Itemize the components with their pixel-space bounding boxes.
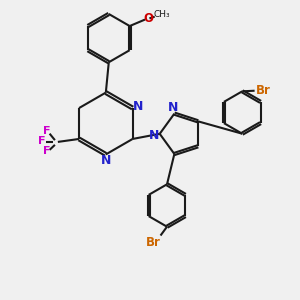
Text: Br: Br <box>255 84 270 97</box>
Text: F: F <box>38 136 45 146</box>
Text: N: N <box>101 154 112 167</box>
Text: F: F <box>43 146 50 156</box>
Text: N: N <box>133 100 143 113</box>
Text: N: N <box>168 101 178 114</box>
Text: CH₃: CH₃ <box>154 10 170 19</box>
Text: Br: Br <box>146 236 160 249</box>
Text: O: O <box>143 13 154 26</box>
Text: F: F <box>43 126 50 136</box>
Text: N: N <box>149 129 160 142</box>
